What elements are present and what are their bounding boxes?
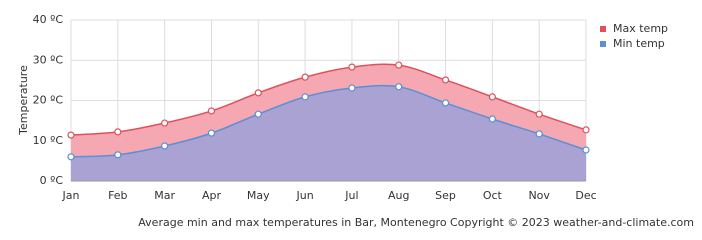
point <box>114 128 122 136</box>
y-tick-label: 10 ºC <box>33 134 64 147</box>
point <box>582 146 590 154</box>
point <box>301 73 309 81</box>
x-tick-label: May <box>247 189 270 202</box>
x-tick-label: Jun <box>295 189 313 202</box>
point <box>488 115 496 123</box>
point <box>348 84 356 92</box>
y-tick-label: 40 ºC <box>33 13 64 26</box>
x-tick-label: Feb <box>108 189 127 202</box>
legend-label: Max temp <box>613 22 668 35</box>
point <box>254 89 262 97</box>
point <box>348 63 356 71</box>
y-tick-label: 30 ºC <box>33 53 64 66</box>
x-tick-label: Dec <box>575 189 596 202</box>
x-tick-label: Oct <box>483 189 503 202</box>
footer: Average min and max temperatures in Bar,… <box>138 216 694 229</box>
point <box>207 107 216 115</box>
point <box>114 151 122 159</box>
x-tick-label: Jan <box>62 189 80 202</box>
area <box>71 85 586 181</box>
point <box>207 129 216 137</box>
point <box>161 142 169 150</box>
point <box>67 153 75 161</box>
point <box>395 83 403 91</box>
y-tick-label: 0 ºC <box>40 174 64 187</box>
legend-label: Min temp <box>613 37 665 50</box>
point <box>441 99 450 107</box>
x-tick-label: Apr <box>202 189 222 202</box>
x-tick-label: Mar <box>154 189 175 202</box>
x-tick-label: Aug <box>388 189 409 202</box>
y-tick-label: 20 ºC <box>33 94 64 107</box>
legend-swatch <box>600 41 606 47</box>
line <box>70 84 587 158</box>
legend-swatch <box>600 26 606 32</box>
x-tick-label: Nov <box>528 189 550 202</box>
point <box>161 119 169 127</box>
point <box>254 110 262 118</box>
point <box>395 61 403 69</box>
line <box>70 63 587 136</box>
y-axis-label: Temperature <box>17 65 30 136</box>
x-tick-label: Sep <box>435 189 456 202</box>
x-tick-label: Jul <box>344 189 358 202</box>
chart: Temperature Average min and max temperat… <box>17 13 694 229</box>
point <box>301 93 309 101</box>
point <box>488 93 496 101</box>
point <box>535 110 543 118</box>
point <box>441 76 450 84</box>
point <box>535 130 543 138</box>
point <box>67 131 75 139</box>
point <box>582 126 590 134</box>
